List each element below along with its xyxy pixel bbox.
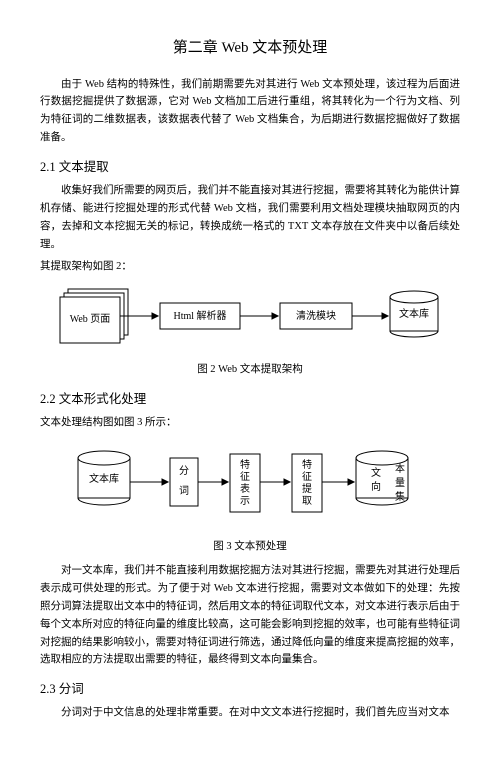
intro-paragraph: 由于 Web 结构的特殊性，我们前期需要先对其进行 Web 文本预处理，该过程为… bbox=[40, 76, 460, 147]
section-2-1-para: 收集好我们所需要的网页后，我们并不能直接对其进行挖掘，需要将其转化为能供计算机存… bbox=[40, 182, 460, 253]
section-2-2-intro: 文本处理结构图如图 3 所示： bbox=[40, 414, 460, 432]
node-clean: 清洗模块 bbox=[296, 309, 336, 322]
figure-3-caption: 图 3 文本预处理 bbox=[40, 538, 460, 556]
f3-ext3: 提 bbox=[302, 483, 312, 495]
page-title: 第二章 Web 文本预处理 bbox=[40, 36, 460, 62]
section-2-1-title: 2.1 文本提取 bbox=[40, 157, 460, 178]
node-html-parser: Html 解析器 bbox=[173, 309, 226, 322]
f3-ext1: 特 bbox=[302, 459, 312, 471]
f3-ext4: 取 bbox=[302, 495, 312, 507]
f3-feat4: 示 bbox=[240, 496, 250, 507]
section-2-2-title: 2.2 文本形式化处理 bbox=[40, 389, 460, 410]
figure-2-diagram: Web 页面 Html 解析器 清洗模块 文本库 bbox=[50, 279, 450, 359]
node-text-db: 文本库 bbox=[399, 307, 429, 320]
f3-feat1: 特 bbox=[240, 459, 250, 471]
section-2-2-para: 对一文本库，我们并不能直接利用数据挖掘方法对其进行挖掘，需要先对其进行处理后表示… bbox=[40, 562, 460, 669]
f3-seg-top: 分 bbox=[179, 465, 189, 477]
f3-seg-bot: 词 bbox=[179, 485, 189, 497]
f3-ext2: 征 bbox=[302, 471, 312, 483]
f3-vec1: 文 bbox=[371, 466, 381, 479]
f3-vec2: 向 bbox=[371, 480, 381, 493]
figure-3-diagram: 文本库 分 词 特 征 表 示 特 征 提 取 文 向 本 量 集 bbox=[60, 436, 440, 536]
f3-text-db: 文本库 bbox=[89, 472, 119, 485]
f3-vside1: 本 bbox=[395, 462, 405, 475]
section-2-3-para: 分词对于中文信息的处理非常重要。在对中文文本进行挖掘时，我们首先应当对文本 bbox=[40, 704, 460, 722]
f3-vside2: 量 bbox=[395, 477, 405, 489]
figure-2-caption: 图 2 Web 文本提取架构 bbox=[40, 361, 460, 379]
section-2-1-note: 其提取架构如图 2： bbox=[40, 258, 460, 276]
f3-feat3: 表 bbox=[240, 482, 250, 495]
node-web-page: Web 页面 bbox=[70, 313, 111, 325]
f3-feat2: 征 bbox=[240, 471, 250, 483]
section-2-3-title: 2.3 分词 bbox=[40, 679, 460, 700]
f3-vside3: 集 bbox=[395, 490, 405, 503]
